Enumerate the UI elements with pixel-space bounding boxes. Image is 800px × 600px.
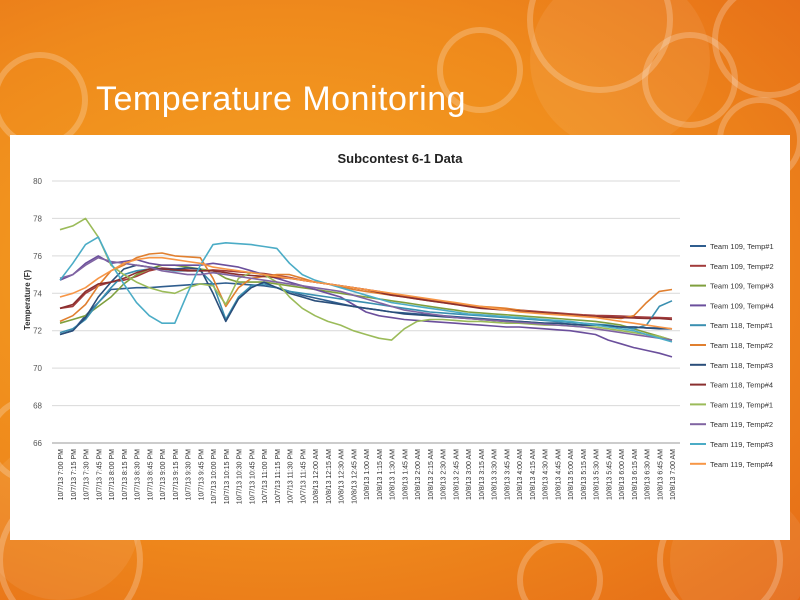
x-tick-label: 10/8/13 1:15 AM — [377, 449, 384, 500]
x-tick-label: 10/7/13 9:00 PM — [160, 449, 167, 501]
legend: Team 109, Temp#1 Team 109, Temp#2 Team 109… — [690, 242, 774, 469]
x-tick-label: 10/8/13 12:00 AM — [313, 449, 320, 504]
slide-title: Temperature Monitoring — [96, 80, 467, 118]
x-tick-label: 10/7/13 7:00 PM — [58, 449, 65, 501]
chart-card: Subcontest 6-1 Data Temperature (F) 66 68… — [10, 135, 790, 540]
x-tick-label: 10/8/13 4:15 AM — [530, 449, 537, 500]
x-tick-label: 10/8/13 6:30 AM — [645, 449, 652, 500]
x-tick-label: 10/8/13 3:30 AM — [492, 449, 499, 500]
legend-label: Team 109, Temp#2 — [710, 262, 774, 271]
legend-label: Team 119, Temp#2 — [710, 420, 773, 429]
x-tick-label: 10/7/13 11:45 PM — [300, 449, 307, 504]
legend-label: Team 118, Temp#2 — [710, 341, 773, 350]
x-tick-label: 10/7/13 7:30 PM — [84, 449, 91, 501]
x-tick-label: 10/7/13 11:15 PM — [275, 449, 282, 504]
legend-label: Team 119, Temp#1 — [710, 400, 773, 409]
x-tick-label: 10/7/13 11:00 PM — [262, 449, 269, 504]
x-tick-label: 10/7/13 11:30 PM — [288, 449, 295, 504]
series-line — [59, 255, 673, 358]
x-tick-label: 10/8/13 2:30 AM — [441, 449, 448, 500]
legend-label: Team 118, Temp#4 — [710, 381, 773, 390]
legend-label: Team 118, Temp#3 — [710, 361, 773, 370]
legend-label: Team 119, Temp#3 — [710, 440, 773, 449]
x-tick-label: 10/8/13 7:00 AM — [670, 449, 677, 500]
x-tick-label: 10/8/13 2:45 AM — [453, 449, 460, 500]
series-line — [59, 264, 672, 336]
y-tick-label: 74 — [33, 289, 42, 298]
x-tick-label: 10/7/13 9:30 PM — [186, 449, 193, 501]
line-chart: Subcontest 6-1 Data Temperature (F) 66 68… — [23, 151, 774, 504]
y-tick-label: 78 — [33, 214, 42, 223]
x-tick-label: 10/7/13 10:00 PM — [211, 449, 218, 504]
x-tick-label: 10/7/13 7:15 PM — [71, 449, 78, 501]
x-tick-label: 10/8/13 6:00 AM — [619, 449, 626, 500]
y-tick-label: 68 — [33, 402, 42, 411]
x-tick-label: 10/8/13 12:30 AM — [339, 449, 346, 504]
x-tick-label: 10/8/13 12:45 AM — [351, 449, 358, 504]
legend-label: Team 109, Temp#4 — [710, 301, 774, 310]
x-tick-label: 10/7/13 8:00 PM — [109, 449, 116, 501]
x-tick-label: 10/7/13 10:30 PM — [237, 449, 244, 504]
legend-label: Team 118, Temp#1 — [710, 321, 773, 330]
y-ticks: 66 68 70 72 74 76 78 80 — [33, 177, 42, 448]
x-ticks: 10/7/13 7:00 PM 10/7/13 7:15 PM 10/7/13 7:… — [58, 449, 677, 504]
x-tick-label: 10/8/13 1:30 AM — [390, 449, 397, 500]
x-tick-label: 10/7/13 8:45 PM — [147, 449, 154, 501]
x-tick-label: 10/8/13 2:00 AM — [415, 449, 422, 500]
x-tick-label: 10/8/13 1:00 AM — [364, 449, 371, 500]
y-tick-label: 70 — [33, 364, 42, 373]
legend-label: Team 109, Temp#3 — [710, 282, 774, 291]
series-layer — [59, 217, 673, 358]
x-tick-label: 10/8/13 3:00 AM — [466, 449, 473, 500]
x-tick-label: 10/8/13 5:00 AM — [568, 449, 575, 500]
y-tick-label: 80 — [33, 177, 42, 186]
x-tick-label: 10/7/13 10:15 PM — [224, 449, 231, 504]
x-tick-label: 10/7/13 9:15 PM — [173, 449, 180, 501]
x-tick-label: 10/7/13 7:45 PM — [96, 449, 103, 501]
x-tick-label: 10/8/13 12:15 AM — [326, 449, 333, 504]
x-tick-label: 10/7/13 10:45 PM — [249, 449, 256, 504]
series-line — [59, 217, 673, 341]
x-tick-label: 10/8/13 2:15 AM — [428, 449, 435, 500]
x-tick-label: 10/8/13 4:30 AM — [543, 449, 550, 500]
legend-label: Team 119, Temp#4 — [710, 460, 773, 469]
x-tick-label: 10/7/13 9:45 PM — [198, 449, 205, 501]
chart-title: Subcontest 6-1 Data — [338, 151, 464, 166]
x-tick-label: 10/8/13 3:15 AM — [479, 449, 486, 500]
x-tick-label: 10/7/13 8:30 PM — [135, 449, 142, 501]
x-tick-label: 10/8/13 5:15 AM — [581, 449, 588, 500]
x-tick-label: 10/8/13 4:00 AM — [517, 449, 524, 500]
grid-layer — [52, 180, 680, 444]
series-line — [59, 236, 673, 343]
x-tick-label: 10/8/13 6:45 AM — [657, 449, 664, 500]
series-line — [59, 256, 673, 341]
x-tick-label: 10/8/13 1:45 AM — [402, 449, 409, 500]
x-tick-label: 10/8/13 5:45 AM — [606, 449, 613, 500]
series-line — [59, 256, 673, 330]
x-tick-label: 10/8/13 5:30 AM — [594, 449, 601, 500]
x-tick-label: 10/8/13 6:15 AM — [632, 449, 639, 500]
x-tick-label: 10/8/13 3:45 AM — [504, 449, 511, 500]
y-tick-label: 76 — [33, 252, 42, 261]
x-tick-label: 10/8/13 4:45 AM — [555, 449, 562, 500]
x-tick-label: 10/7/13 8:15 PM — [122, 449, 129, 501]
y-tick-label: 66 — [33, 439, 42, 448]
y-axis-label: Temperature (F) — [23, 270, 32, 331]
y-tick-label: 72 — [33, 327, 42, 336]
legend-label: Team 109, Temp#1 — [710, 242, 774, 251]
